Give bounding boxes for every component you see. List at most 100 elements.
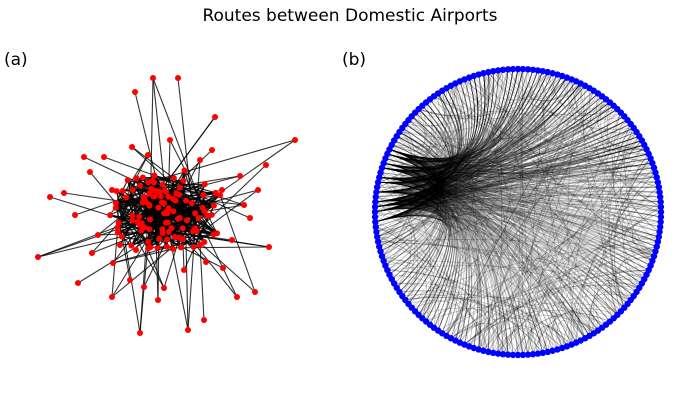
panel-b-edge	[376, 153, 441, 233]
panel-b-edge	[376, 144, 645, 193]
panel-b-edge	[375, 202, 440, 266]
panel-b-edge	[571, 112, 622, 345]
panel-b-edge	[521, 69, 524, 355]
panel-b-edge	[575, 167, 655, 343]
panel-b-edge	[375, 79, 473, 203]
panel-b-edge	[375, 226, 436, 328]
panel-b-edge	[464, 278, 645, 345]
panel-b-edge	[387, 93, 599, 163]
panel-b-edge	[374, 144, 645, 213]
panel-b-edge	[375, 99, 607, 203]
panel-b-edge	[383, 162, 661, 208]
panel-b-edge	[376, 70, 539, 238]
panel-b-edge	[455, 181, 659, 341]
panel-b-edge	[375, 177, 657, 208]
panel-b-edge	[387, 90, 462, 163]
panel-b-edge	[375, 200, 549, 352]
panel-b-edge	[387, 71, 549, 162]
panel-b-label: (b)	[342, 50, 367, 70]
panel-b-node	[371, 213, 379, 221]
panel-b-edge	[375, 140, 642, 223]
panel-b-edge	[532, 325, 568, 355]
panel-b-edge	[381, 167, 443, 280]
panel-b-edge	[375, 148, 441, 203]
panel-b-edge	[379, 172, 656, 182]
panel-b-edge	[375, 201, 661, 223]
panel-b-edge	[375, 77, 568, 223]
panel-b-edge	[381, 167, 441, 257]
panel-b-edge	[378, 181, 544, 353]
panel-b-node	[529, 351, 537, 358]
panel-a-edge	[177, 77, 193, 204]
panel-b-edge	[378, 181, 599, 331]
panel-b-edge	[381, 167, 563, 349]
panel-b-edge	[387, 69, 509, 162]
panel-b-edge	[381, 144, 411, 257]
panel-b-edge	[619, 127, 653, 262]
panel-b-edge	[376, 99, 607, 193]
panel-b-edge	[379, 177, 473, 345]
panel-b-edge	[378, 181, 661, 198]
panel-b-edge	[375, 214, 607, 325]
panel-b-edge	[450, 69, 524, 339]
panel-b-edge	[405, 69, 504, 127]
panel-b-edge	[396, 135, 649, 271]
panel-b-edge	[375, 200, 514, 355]
panel-b-edge	[374, 70, 499, 213]
panel-b-edge	[381, 153, 442, 176]
panel-b-edge	[418, 71, 549, 117]
panel-b-edge	[389, 69, 514, 159]
panel-a-node	[156, 189, 163, 196]
panel-b-edge	[405, 296, 563, 349]
panel-b-node	[529, 66, 537, 73]
panel-b-edge	[375, 196, 402, 238]
panel-b-edge	[374, 208, 475, 347]
panel-b-edge	[374, 208, 577, 343]
panel-b-edge	[374, 206, 634, 297]
panel-b-edge	[375, 71, 549, 223]
panel-b-edge	[375, 199, 438, 223]
panel-b-edge	[378, 181, 645, 280]
panel-b-edge	[375, 199, 651, 266]
panel-b-node	[374, 238, 382, 245]
panel-a-node	[229, 237, 235, 243]
panel-b-edge	[379, 177, 446, 297]
panel-a-node	[113, 199, 120, 206]
panel-b-edge	[381, 167, 553, 351]
panel-a-node	[175, 75, 181, 81]
panel-a-edge	[112, 233, 214, 264]
panel-b-edge	[592, 172, 656, 334]
panel-b-edge	[383, 162, 458, 328]
panel-b-edge	[375, 85, 586, 223]
panel-b-edge	[374, 127, 445, 213]
panel-a-label: (a)	[4, 50, 28, 70]
panel-b-edge	[421, 75, 563, 319]
panel-b-edge	[376, 191, 529, 355]
panel-b-edge	[376, 191, 447, 305]
panel-b-edge	[381, 167, 647, 276]
panel-b-edge	[483, 73, 519, 356]
panel-b-edge	[374, 207, 447, 305]
panel-b-edge	[376, 191, 657, 247]
panel-a-node	[168, 225, 175, 232]
panel-b-edge	[405, 123, 662, 213]
panel-b-edge	[374, 195, 437, 213]
panel-b-edge	[381, 162, 653, 177]
panel-b-edge	[376, 177, 657, 193]
panel-b-edge	[379, 158, 441, 181]
panel-b-edge	[381, 167, 549, 352]
panel-b-edge	[379, 177, 662, 213]
panel-a-edge	[116, 191, 141, 334]
panel-b-edge	[379, 162, 440, 181]
panel-a-node	[210, 202, 217, 209]
panel-b-edge	[375, 77, 475, 208]
panel-a-node	[129, 217, 136, 224]
panel-b-edge	[378, 181, 643, 284]
panel-b-edge	[387, 153, 661, 208]
panel-a-node	[128, 242, 135, 249]
panel-b-edge	[383, 153, 649, 174]
panel-b-edge	[379, 177, 442, 275]
panel-a-node	[146, 226, 153, 233]
panel-b-edge	[374, 108, 450, 213]
panel-b-edge	[450, 99, 607, 339]
